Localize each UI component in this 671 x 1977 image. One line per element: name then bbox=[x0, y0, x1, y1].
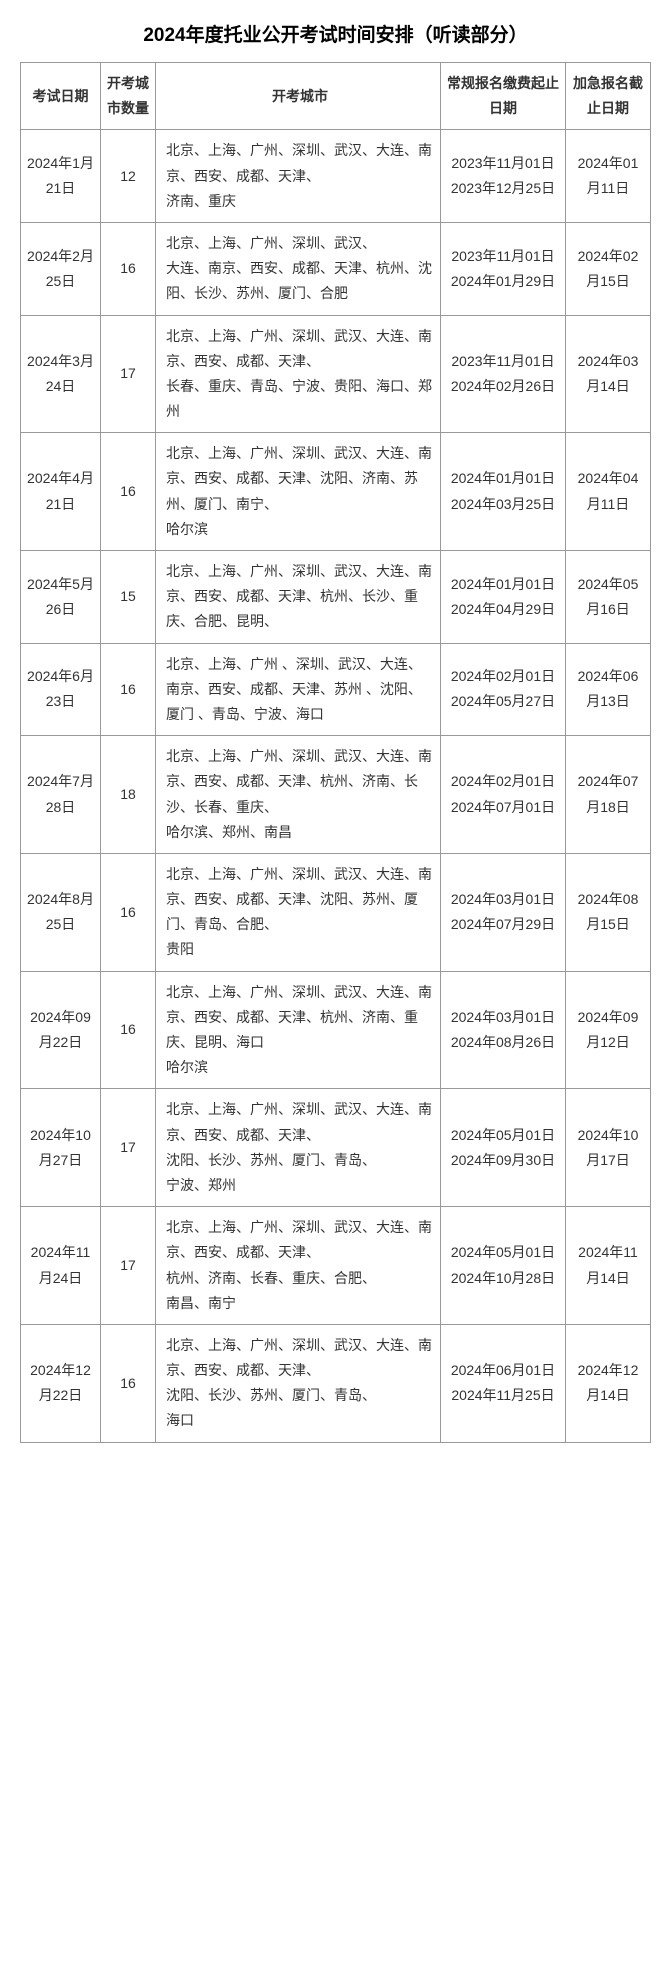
cell-regular-reg: 2024年02月01日2024年05月27日 bbox=[441, 643, 566, 736]
cell-regular-reg: 2023年11月01日2024年02月26日 bbox=[441, 315, 566, 433]
cell-urgent-reg: 2024年04月11日 bbox=[566, 433, 651, 551]
cell-cities: 北京、上海、广州、深圳、武汉、大连、南京、西安、成都、天津、杭州、济南、长沙、长… bbox=[156, 736, 441, 854]
table-row: 2024年6月23日16北京、上海、广州 、深圳、武汉、大连、南京、西安、成都、… bbox=[21, 643, 651, 736]
cell-city-count: 16 bbox=[101, 971, 156, 1089]
table-row: 2024年7月28日18北京、上海、广州、深圳、武汉、大连、南京、西安、成都、天… bbox=[21, 736, 651, 854]
table-row: 2024年5月26日15北京、上海、广州、深圳、武汉、大连、南京、西安、成都、天… bbox=[21, 551, 651, 644]
header-city-count: 开考城市数量 bbox=[101, 63, 156, 130]
cell-exam-date: 2024年11月24日 bbox=[21, 1207, 101, 1325]
cell-city-count: 16 bbox=[101, 1324, 156, 1442]
cell-regular-reg: 2024年03月01日2024年07月29日 bbox=[441, 853, 566, 971]
table-body: 2024年1月21日12北京、上海、广州、深圳、武汉、大连、南京、西安、成都、天… bbox=[21, 130, 651, 1442]
cell-regular-reg: 2024年03月01日2024年08月26日 bbox=[441, 971, 566, 1089]
cell-exam-date: 2024年12月22日 bbox=[21, 1324, 101, 1442]
header-cities: 开考城市 bbox=[156, 63, 441, 130]
cell-regular-reg: 2024年06月01日2024年11月25日 bbox=[441, 1324, 566, 1442]
cell-city-count: 16 bbox=[101, 853, 156, 971]
cell-exam-date: 2024年10月27日 bbox=[21, 1089, 101, 1207]
cell-urgent-reg: 2024年01月11日 bbox=[566, 130, 651, 223]
cell-urgent-reg: 2024年12月14日 bbox=[566, 1324, 651, 1442]
cell-regular-reg: 2024年01月01日2024年03月25日 bbox=[441, 433, 566, 551]
cell-city-count: 18 bbox=[101, 736, 156, 854]
cell-cities: 北京、上海、广州、深圳、武汉、大连、南京、西安、成都、天津、 沈阳、长沙、苏州、… bbox=[156, 1324, 441, 1442]
cell-city-count: 17 bbox=[101, 1207, 156, 1325]
page-title: 2024年度托业公开考试时间安排（听读部分） bbox=[20, 20, 651, 47]
table-row: 2024年12月22日16北京、上海、广州、深圳、武汉、大连、南京、西安、成都、… bbox=[21, 1324, 651, 1442]
table-row: 2024年10月27日17北京、上海、广州、深圳、武汉、大连、南京、西安、成都、… bbox=[21, 1089, 651, 1207]
cell-city-count: 15 bbox=[101, 551, 156, 644]
cell-cities: 北京、上海、广州、深圳、武汉、大连、南京、西安、成都、天津、沈阳、苏州、厦门、青… bbox=[156, 853, 441, 971]
cell-urgent-reg: 2024年06月13日 bbox=[566, 643, 651, 736]
table-row: 2024年2月25日16北京、上海、广州、深圳、武汉、 大连、南京、西安、成都、… bbox=[21, 222, 651, 315]
header-exam-date: 考试日期 bbox=[21, 63, 101, 130]
cell-urgent-reg: 2024年10月17日 bbox=[566, 1089, 651, 1207]
cell-urgent-reg: 2024年08月15日 bbox=[566, 853, 651, 971]
exam-schedule-table: 考试日期 开考城市数量 开考城市 常规报名缴费起止日期 加急报名截止日期 202… bbox=[20, 62, 651, 1443]
cell-cities: 北京、上海、广州、深圳、武汉、大连、南京、西安、成都、天津、 长春、重庆、青岛、… bbox=[156, 315, 441, 433]
table-row: 2024年3月24日17北京、上海、广州、深圳、武汉、大连、南京、西安、成都、天… bbox=[21, 315, 651, 433]
cell-city-count: 17 bbox=[101, 1089, 156, 1207]
cell-cities: 北京、上海、广州、深圳、武汉、大连、南京、西安、成都、天津、杭州、长沙、重庆、合… bbox=[156, 551, 441, 644]
cell-urgent-reg: 2024年02月15日 bbox=[566, 222, 651, 315]
cell-cities: 北京、上海、广州、深圳、武汉、大连、南京、西安、成都、天津、沈阳、济南、苏州、厦… bbox=[156, 433, 441, 551]
header-urgent-reg: 加急报名截止日期 bbox=[566, 63, 651, 130]
cell-city-count: 16 bbox=[101, 643, 156, 736]
header-regular-reg: 常规报名缴费起止日期 bbox=[441, 63, 566, 130]
table-row: 2024年4月21日16北京、上海、广州、深圳、武汉、大连、南京、西安、成都、天… bbox=[21, 433, 651, 551]
cell-cities: 北京、上海、广州、深圳、武汉、大连、南京、西安、成都、天津、 杭州、济南、长春、… bbox=[156, 1207, 441, 1325]
cell-regular-reg: 2023年11月01日2023年12月25日 bbox=[441, 130, 566, 223]
cell-urgent-reg: 2024年05月16日 bbox=[566, 551, 651, 644]
cell-cities: 北京、上海、广州、深圳、武汉、大连、南京、西安、成都、天津、 沈阳、长沙、苏州、… bbox=[156, 1089, 441, 1207]
cell-urgent-reg: 2024年11月14日 bbox=[566, 1207, 651, 1325]
cell-cities: 北京、上海、广州、深圳、武汉、 大连、南京、西安、成都、天津、杭州、沈阳、长沙、… bbox=[156, 222, 441, 315]
cell-exam-date: 2024年2月25日 bbox=[21, 222, 101, 315]
cell-exam-date: 2024年5月26日 bbox=[21, 551, 101, 644]
cell-exam-date: 2024年8月25日 bbox=[21, 853, 101, 971]
cell-regular-reg: 2024年02月01日2024年07月01日 bbox=[441, 736, 566, 854]
cell-city-count: 12 bbox=[101, 130, 156, 223]
cell-urgent-reg: 2024年09月12日 bbox=[566, 971, 651, 1089]
cell-city-count: 17 bbox=[101, 315, 156, 433]
cell-city-count: 16 bbox=[101, 433, 156, 551]
cell-exam-date: 2024年7月28日 bbox=[21, 736, 101, 854]
cell-regular-reg: 2024年05月01日2024年09月30日 bbox=[441, 1089, 566, 1207]
table-row: 2024年11月24日17北京、上海、广州、深圳、武汉、大连、南京、西安、成都、… bbox=[21, 1207, 651, 1325]
cell-regular-reg: 2023年11月01日2024年01月29日 bbox=[441, 222, 566, 315]
cell-regular-reg: 2024年01月01日2024年04月29日 bbox=[441, 551, 566, 644]
cell-urgent-reg: 2024年03月14日 bbox=[566, 315, 651, 433]
cell-exam-date: 2024年6月23日 bbox=[21, 643, 101, 736]
cell-regular-reg: 2024年05月01日2024年10月28日 bbox=[441, 1207, 566, 1325]
table-header-row: 考试日期 开考城市数量 开考城市 常规报名缴费起止日期 加急报名截止日期 bbox=[21, 63, 651, 130]
cell-exam-date: 2024年4月21日 bbox=[21, 433, 101, 551]
cell-cities: 北京、上海、广州、深圳、武汉、大连、南京、西安、成都、天津、 济南、重庆 bbox=[156, 130, 441, 223]
cell-urgent-reg: 2024年07月18日 bbox=[566, 736, 651, 854]
table-row: 2024年8月25日16北京、上海、广州、深圳、武汉、大连、南京、西安、成都、天… bbox=[21, 853, 651, 971]
cell-cities: 北京、上海、广州、深圳、武汉、大连、南京、西安、成都、天津、杭州、济南、重庆、昆… bbox=[156, 971, 441, 1089]
cell-exam-date: 2024年3月24日 bbox=[21, 315, 101, 433]
cell-exam-date: 2024年1月21日 bbox=[21, 130, 101, 223]
cell-exam-date: 2024年09月22日 bbox=[21, 971, 101, 1089]
table-row: 2024年09月22日16北京、上海、广州、深圳、武汉、大连、南京、西安、成都、… bbox=[21, 971, 651, 1089]
cell-cities: 北京、上海、广州 、深圳、武汉、大连、南京、西安、成都、天津、苏州 、沈阳、厦门… bbox=[156, 643, 441, 736]
cell-city-count: 16 bbox=[101, 222, 156, 315]
table-row: 2024年1月21日12北京、上海、广州、深圳、武汉、大连、南京、西安、成都、天… bbox=[21, 130, 651, 223]
